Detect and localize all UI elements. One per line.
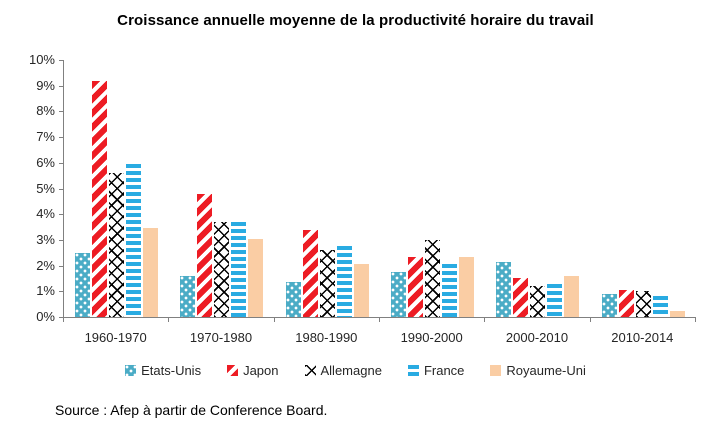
bar-japon-1960-1970	[92, 80, 108, 317]
x-category-label: 2010-2014	[611, 330, 674, 345]
bar-allemagne-1980-1990	[319, 250, 335, 317]
bar-etats-unis-1980-1990	[285, 282, 301, 317]
bar-royaume-uni-1990-2000	[459, 256, 475, 317]
x-tick-mark	[695, 318, 696, 322]
x-category-label: 1990-2000	[400, 330, 463, 345]
bar-allemagne-2010-2014	[635, 291, 651, 317]
y-tick-mark	[59, 239, 63, 241]
bar-group-2000-2010	[485, 60, 590, 317]
x-tick-mark	[589, 318, 591, 322]
chart-legend: Etats-Unis Japon Allemagne France Royaume-Un…	[0, 363, 711, 378]
bar-royaume-uni-1970-1980	[248, 238, 264, 317]
y-tick-mark	[59, 291, 63, 293]
bar-france-1990-2000	[442, 264, 458, 317]
legend-swatch-icon	[304, 365, 316, 376]
bar-etats-unis-1990-2000	[391, 272, 407, 317]
y-tick-label: 0%	[36, 309, 55, 324]
bar-allemagne-1960-1970	[109, 173, 125, 317]
bar-etats-unis-2010-2014	[601, 293, 617, 317]
y-tick-mark	[59, 137, 63, 139]
y-tick-label: 5%	[36, 180, 55, 196]
bar-group-1960-1970	[64, 60, 169, 317]
bar-france-2000-2010	[547, 283, 563, 317]
x-category-label: 1960-1970	[84, 330, 147, 345]
y-tick-label: 2%	[36, 257, 55, 273]
bar-japon-1980-1990	[302, 229, 318, 317]
bar-group-1970-1980	[169, 60, 274, 317]
x-category-label: 1980-1990	[295, 330, 358, 345]
legend-label: Etats-Unis	[141, 363, 202, 378]
bar-france-1970-1980	[231, 221, 247, 317]
bar-japon-2010-2014	[618, 290, 634, 317]
x-category-label: 1970-1980	[189, 330, 253, 345]
bar-japon-1970-1980	[197, 193, 213, 317]
chart-title: Croissance annuelle moyenne de la produc…	[117, 12, 594, 29]
bar-japon-2000-2010	[513, 278, 529, 317]
bar-group-2010-2014	[591, 60, 696, 317]
y-tick-mark	[59, 111, 63, 113]
x-tick-mark	[168, 318, 170, 322]
y-tick-label: 6%	[36, 154, 55, 170]
bar-group-1990-2000	[380, 60, 485, 317]
y-tick-label: 9%	[36, 77, 55, 93]
legend-label: Japon	[243, 363, 279, 378]
y-tick-label: 8%	[36, 103, 55, 119]
y-tick-mark	[59, 85, 63, 87]
bar-etats-unis-1970-1980	[180, 275, 196, 317]
bar-royaume-uni-1960-1970	[143, 228, 159, 317]
legend-item-france: France	[407, 363, 465, 378]
x-tick-mark	[63, 318, 64, 322]
legend-label: Royaume-Uni	[506, 363, 586, 378]
bar-allemagne-1970-1980	[214, 221, 230, 317]
y-tick-label: 3%	[36, 231, 55, 247]
x-tick-mark	[484, 318, 486, 322]
legend-label: Allemagne	[320, 363, 382, 378]
x-tick-mark	[379, 318, 380, 322]
legend-item-allemagne: Allemagne	[304, 363, 382, 378]
bar-chart: 0% 1% 2% 3% 4% 5% 6% 7% 8% 9% 10% 1960-1970 1970-19…	[28, 52, 696, 345]
y-tick-mark	[59, 60, 63, 61]
legend-swatch-icon	[227, 365, 239, 376]
y-tick-label: 1%	[36, 283, 55, 299]
x-category-label: 2000-2010	[505, 330, 569, 345]
bar-royaume-uni-2000-2010	[564, 275, 580, 317]
legend-item-royaume-uni: Royaume-Uni	[490, 363, 586, 378]
y-tick-mark	[59, 317, 63, 318]
x-tick-mark	[273, 318, 275, 322]
bar-royaume-uni-1980-1990	[353, 264, 369, 317]
y-tick-mark	[59, 265, 63, 267]
bar-france-2010-2014	[652, 296, 668, 317]
y-tick-label: 7%	[36, 129, 55, 145]
y-tick-mark	[59, 214, 63, 216]
legend-swatch-icon	[407, 365, 419, 376]
bar-japon-1990-2000	[408, 256, 424, 317]
bar-royaume-uni-2010-2014	[669, 310, 685, 317]
bar-allemagne-2000-2010	[530, 286, 546, 317]
plot-area	[63, 60, 696, 318]
bar-allemagne-1990-2000	[425, 239, 441, 317]
legend-swatch-icon	[125, 365, 137, 376]
y-tick-mark	[59, 162, 63, 164]
legend-item-japon: Japon	[227, 363, 279, 378]
bar-france-1980-1990	[336, 246, 352, 317]
legend-swatch-icon	[490, 365, 502, 376]
y-tick-mark	[59, 188, 63, 190]
source-note: Source : Afep à partir de Conference Boa…	[55, 402, 328, 418]
legend-label: France	[423, 363, 465, 378]
bar-france-1960-1970	[126, 164, 142, 317]
y-tick-label: 10%	[28, 52, 55, 67]
legend-item-etats-unis: Etats-Unis	[125, 363, 201, 378]
bar-etats-unis-1960-1970	[75, 252, 91, 317]
y-tick-label: 4%	[36, 206, 55, 222]
bar-group-1980-1990	[275, 60, 380, 317]
bar-etats-unis-2000-2010	[496, 261, 512, 317]
